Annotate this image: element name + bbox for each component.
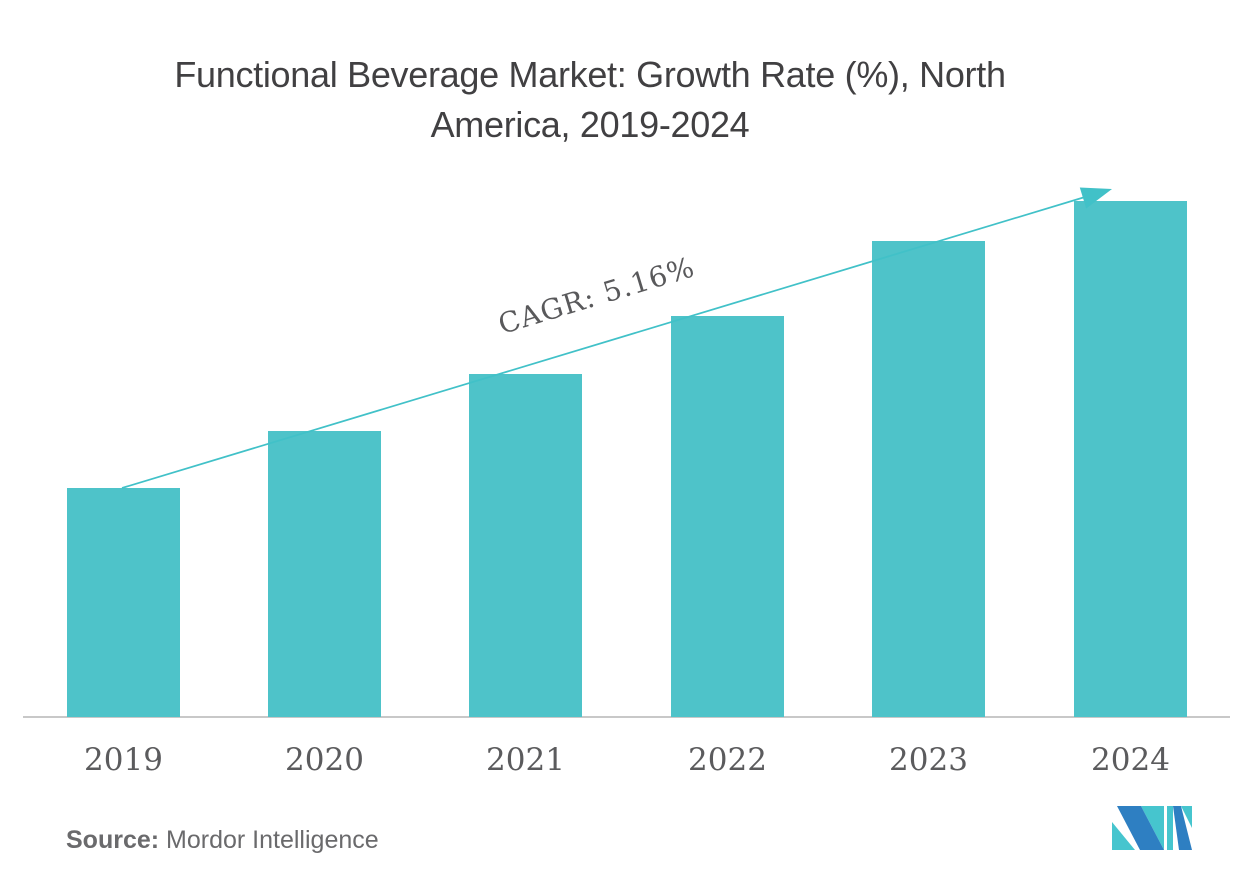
logo-right-blue-diagonal [1173,806,1192,850]
bar-2020 [268,431,381,717]
x-tick-2023: 2023 [889,742,968,778]
source-caption: Source: Mordor Intelligence [66,826,379,855]
x-tick-2019: 2019 [84,742,163,778]
bar-2024 [1074,201,1187,717]
chart-title: Functional Beverage Market: Growth Rate … [15,50,1165,150]
x-tick-2020: 2020 [285,742,364,778]
x-tick-2024: 2024 [1091,742,1170,778]
mordor-intelligence-logo [1112,806,1192,850]
x-axis-line [23,716,1230,718]
logo-right-teal-bar [1167,806,1173,850]
bar-2023 [872,241,985,717]
source-prefix: Source: [66,826,160,854]
chart-title-line1: Functional Beverage Market: Growth Rate … [174,54,1006,95]
bar-2022 [671,316,784,717]
logo-topright-teal-triangle [1181,806,1192,828]
logo-left-blue-diagonal [1117,806,1164,850]
source-name: Mordor Intelligence [159,826,379,854]
chart-title-line2: America, 2019-2024 [430,104,750,145]
logo-left-teal-triangle [1112,822,1135,850]
x-tick-2022: 2022 [688,742,767,778]
x-tick-2021: 2021 [486,742,565,778]
bar-2021 [469,374,582,717]
bar-2019 [67,488,180,717]
